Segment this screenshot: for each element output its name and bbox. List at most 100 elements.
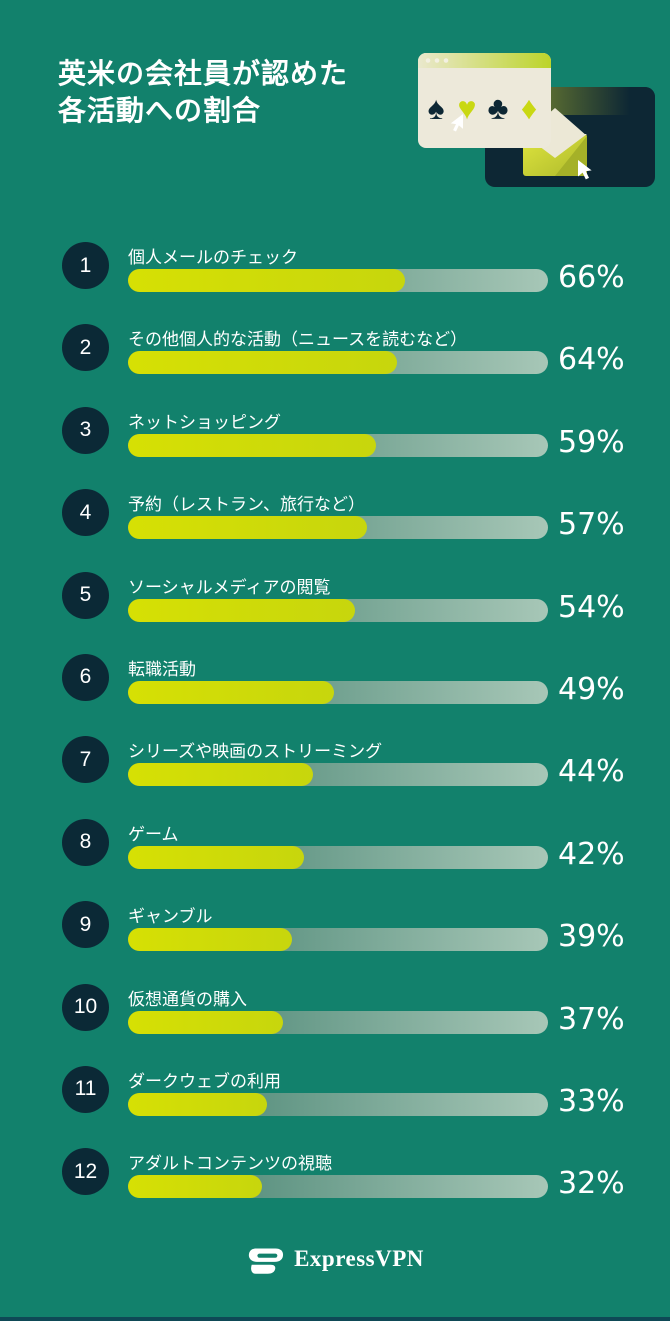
spade-icon: ♠	[428, 90, 445, 126]
chart-row: 8 ゲーム 42%	[0, 817, 670, 899]
brand-wordmark: ExpressVPN	[294, 1246, 424, 1271]
rank-badge: 8	[62, 818, 109, 866]
bar-track	[128, 763, 548, 787]
chart-row: 4 予約（レストラン、旅行など） 57%	[0, 487, 670, 569]
bar-track	[128, 928, 548, 952]
rank-badge: 1	[62, 242, 109, 289]
bar-fill	[128, 928, 292, 952]
diamond-icon: ♦	[521, 90, 537, 126]
activity-label: ネットショッピング	[128, 412, 281, 432]
bar-track	[128, 269, 548, 292]
activity-label: シリーズや映画のストリーミング	[128, 742, 383, 762]
rank-number: 2	[79, 335, 92, 359]
rank-number: 8	[79, 830, 92, 854]
bar-fill	[128, 1092, 267, 1116]
bar-track	[128, 845, 548, 869]
bar-track	[128, 598, 548, 622]
rank-number: 5	[79, 583, 92, 607]
bar-track	[128, 351, 548, 375]
rank-number: 3	[79, 418, 92, 442]
club-icon: ♣	[488, 90, 509, 126]
chart-row: 11 ダークウェブの利用 33%	[0, 1064, 670, 1146]
chart-row: 10 仮想通貨の購入 37%	[0, 982, 670, 1064]
page-title-line2: 各活動への割合	[58, 96, 262, 127]
bar-rows: 1 個人メールのチェック 66% 2 その他個人的な活動（ニュースを読むなど） …	[0, 240, 670, 1229]
percent-value: 32%	[558, 1166, 625, 1202]
chart-row: 2 その他個人的な活動（ニュースを読むなど） 64%	[0, 322, 670, 404]
rank-number: 1	[79, 253, 92, 277]
bar-track	[128, 1175, 548, 1199]
chart-row: 6 転職活動 49%	[0, 652, 670, 734]
chart-row: 9 ギャンブル 39%	[0, 899, 670, 981]
rank-badge: 9	[62, 901, 109, 949]
chart-row: 3 ネットショッピング 59%	[0, 405, 670, 487]
percent-value: 39%	[558, 919, 625, 955]
rank-badge: 6	[62, 653, 109, 701]
activity-label: 予約（レストラン、旅行など）	[128, 495, 365, 515]
browser-window-icon: ♠ ♥ ♣ ♦	[418, 53, 551, 148]
activity-label: ソーシャルメディアの閲覧	[128, 577, 331, 597]
percent-value: 44%	[558, 754, 625, 790]
percent-value: 42%	[558, 836, 625, 872]
rank-badge: 4	[62, 489, 109, 537]
activity-label: 転職活動	[128, 659, 196, 679]
bar-track	[128, 1010, 548, 1034]
bar-fill	[128, 845, 305, 869]
rank-badge: 12	[62, 1148, 109, 1196]
rank-badge: 2	[62, 324, 109, 372]
bar-fill	[128, 351, 397, 375]
percent-value: 57%	[558, 507, 625, 543]
window-dot-icon	[425, 58, 431, 63]
bar-fill	[128, 1010, 284, 1034]
activity-label: ダークウェブの利用	[128, 1071, 281, 1091]
activity-label: 仮想通貨の購入	[128, 989, 247, 1009]
rank-badge: 7	[62, 736, 109, 784]
rank-number: 7	[79, 747, 92, 771]
percent-value: 54%	[558, 589, 625, 625]
bar-track	[128, 1092, 548, 1116]
rank-number: 10	[73, 995, 98, 1019]
chart-row: 12 アダルトコンテンツの視聴 32%	[0, 1146, 670, 1228]
cursor-pointer-icon	[578, 160, 592, 180]
bar-fill	[128, 680, 334, 704]
bar-fill	[128, 269, 406, 292]
percent-value: 66%	[558, 260, 625, 295]
rank-number: 11	[74, 1077, 97, 1101]
bar-fill	[128, 1175, 263, 1199]
percent-value: 33%	[558, 1083, 625, 1119]
page-title: 英米の会社員が認めた 各活動への割合	[58, 56, 348, 130]
rank-number: 9	[79, 912, 92, 936]
bar-fill	[128, 763, 313, 787]
bar-fill	[128, 516, 368, 540]
activity-label: その他個人的な活動（ニュースを読むなど）	[128, 330, 468, 350]
activity-label: ゲーム	[128, 824, 179, 844]
percent-value: 37%	[558, 1001, 625, 1037]
activity-label: アダルトコンテンツの視聴	[128, 1154, 332, 1174]
rank-badge: 10	[62, 983, 109, 1031]
footer: ExpressVPN	[0, 1236, 670, 1282]
activity-label: 個人メールのチェック	[128, 248, 298, 267]
header-illustration: ♠ ♥ ♣ ♦	[418, 53, 655, 187]
rank-number: 6	[79, 665, 92, 689]
cursor-pointer-icon	[450, 114, 463, 132]
bar-track	[128, 680, 548, 704]
page-title-line1: 英米の会社員が認めた	[58, 59, 349, 90]
bar-fill	[128, 433, 376, 457]
chart-row: 5 ソーシャルメディアの閲覧 54%	[0, 570, 670, 652]
activity-label: ギャンブル	[128, 907, 213, 927]
percent-value: 49%	[558, 671, 625, 707]
expressvpn-logo-icon	[248, 1248, 284, 1274]
rank-number: 12	[73, 1159, 98, 1183]
rank-number: 4	[79, 500, 92, 524]
percent-value: 59%	[558, 424, 625, 460]
chart-row: 7 シリーズや映画のストリーミング 44%	[0, 734, 670, 816]
window-dot-icon	[434, 58, 440, 63]
bar-track	[128, 433, 548, 457]
bar-track	[128, 516, 548, 540]
rank-badge: 5	[62, 571, 109, 619]
rank-badge: 3	[62, 406, 109, 454]
bar-fill	[128, 598, 355, 622]
chart-row: 1 個人メールのチェック 66%	[0, 240, 670, 322]
window-dot-icon	[443, 58, 449, 63]
